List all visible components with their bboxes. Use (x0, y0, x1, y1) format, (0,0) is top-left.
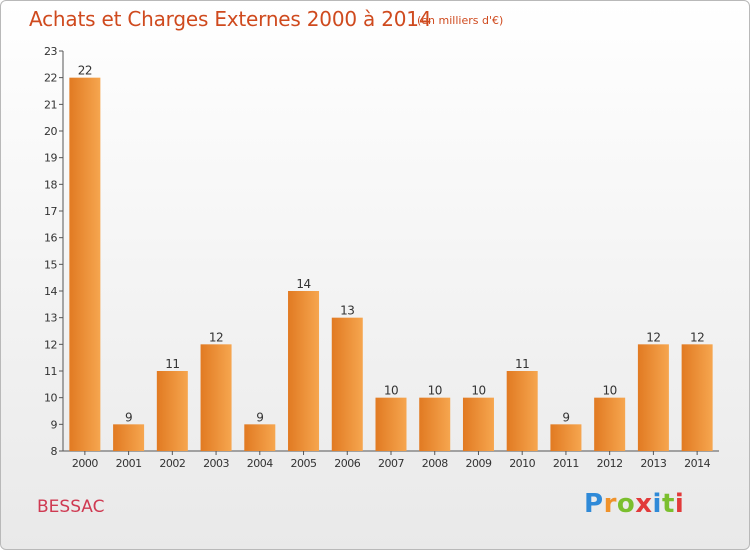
bar (113, 424, 145, 451)
y-tick-label: 23 (44, 45, 57, 58)
logo-letter: t (661, 489, 675, 519)
logo-letter: P (584, 489, 604, 519)
x-tick-label: 2008 (422, 457, 448, 470)
x-tick-label: 2006 (334, 457, 360, 470)
data-label: 13 (340, 304, 354, 318)
data-label: 12 (646, 330, 660, 344)
bar (375, 397, 407, 451)
bar (419, 397, 451, 451)
data-label: 10 (384, 384, 398, 398)
x-tick-label: 2001 (116, 457, 142, 470)
x-tick-label: 2004 (247, 457, 273, 470)
bar (244, 424, 276, 451)
y-tick-label: 19 (44, 152, 57, 165)
x-tick-label: 2013 (640, 457, 666, 470)
logo-letter: i (652, 489, 662, 519)
bar (462, 397, 494, 451)
logo-letter: x (635, 489, 653, 519)
data-label: 12 (209, 330, 223, 344)
data-label: 9 (256, 410, 263, 424)
y-tick-label: 9 (51, 418, 58, 431)
data-label: 11 (515, 357, 529, 371)
x-tick-label: 2002 (159, 457, 185, 470)
bar (200, 344, 232, 451)
logo-letter: o (616, 489, 636, 519)
bar (288, 291, 320, 451)
y-tick-label: 15 (44, 258, 57, 271)
y-tick-label: 13 (44, 312, 57, 325)
y-tick-label: 12 (44, 338, 57, 351)
y-tick-label: 8 (51, 445, 58, 458)
x-tick-label: 2007 (378, 457, 404, 470)
y-tick-label: 21 (44, 98, 57, 111)
bar (69, 77, 101, 452)
logo-letter: r (603, 489, 617, 519)
y-tick-label: 14 (44, 285, 57, 298)
y-tick-label: 18 (44, 178, 57, 191)
y-tick-label: 16 (44, 232, 57, 245)
bar (156, 371, 188, 451)
proxiti-logo: Proxiti (584, 489, 684, 519)
logo-letter: i (674, 489, 685, 519)
bar (637, 344, 669, 451)
data-label: 10 (471, 384, 485, 398)
y-tick-label: 17 (44, 205, 57, 218)
data-label: 10 (428, 384, 442, 398)
x-tick-label: 2011 (553, 457, 579, 470)
bar (331, 317, 363, 451)
data-label: 14 (296, 277, 310, 291)
data-label: 10 (603, 384, 617, 398)
y-tick-label: 22 (44, 72, 57, 85)
x-tick-label: 2003 (203, 457, 229, 470)
x-tick-label: 2009 (465, 457, 491, 470)
x-tick-label: 2012 (597, 457, 623, 470)
data-label: 11 (165, 357, 179, 371)
x-tick-label: 2014 (684, 457, 710, 470)
x-tick-label: 2005 (291, 457, 317, 470)
bar (594, 397, 626, 451)
x-tick-label: 2010 (509, 457, 535, 470)
bar (550, 424, 582, 451)
chart-title: Achats et Charges Externes 2000 à 2014 (29, 7, 432, 31)
y-tick-label: 10 (44, 392, 57, 405)
data-label: 9 (562, 410, 569, 424)
x-tick-label: 2000 (72, 457, 98, 470)
data-label: 22 (78, 64, 92, 78)
commune-name: BESSAC (37, 497, 105, 517)
chart-subtitle: (en milliers d'€) (417, 14, 504, 27)
bar (681, 344, 713, 451)
y-tick-label: 20 (44, 125, 57, 138)
bar (506, 371, 538, 451)
y-tick-label: 11 (44, 365, 57, 378)
data-label: 9 (125, 410, 132, 424)
data-label: 12 (690, 330, 704, 344)
